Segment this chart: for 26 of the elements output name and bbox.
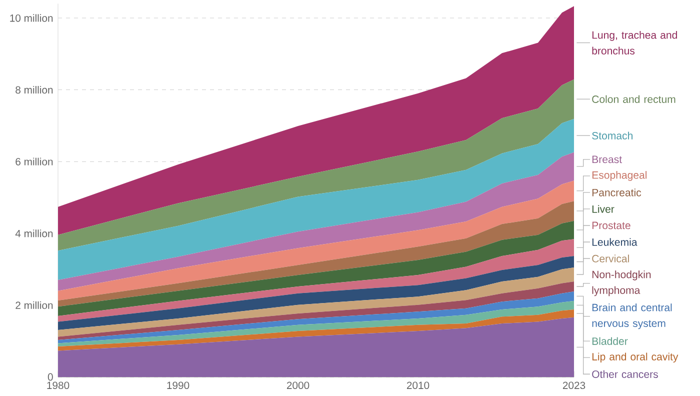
series-label: Prostate <box>592 222 630 230</box>
y-tick-label: 0 <box>48 373 53 381</box>
series-label: Stomach <box>592 132 632 140</box>
series-label: Other cancers <box>592 370 658 378</box>
series-label: Colon and rectum <box>592 95 676 103</box>
series-label: Cervical <box>592 254 629 262</box>
y-tick-label: 8 million <box>16 86 53 94</box>
series-label: Leukemia <box>592 238 638 246</box>
text: Bladder <box>592 337 628 345</box>
series-label: Pancreatic <box>592 188 642 196</box>
series-label: Brain and central nervous system <box>592 304 672 330</box>
y-tick-label: 6 million <box>16 158 53 166</box>
x-tick-label: 2010 <box>406 382 430 390</box>
x-tick-label: 2000 <box>286 382 310 390</box>
series-label: Non-hodgkin lymphoma <box>592 270 651 296</box>
y-tick-label: 2 million <box>16 301 53 310</box>
x-tick-label: 1990 <box>167 382 190 390</box>
series-label: Lung, trachea and bronchus <box>592 31 677 54</box>
x-tick-label: 1980 <box>47 382 70 390</box>
series-label: Breast <box>592 156 622 164</box>
series-label: Liver <box>592 205 614 213</box>
y-tick-label: 4 million <box>15 230 53 238</box>
text: Lip and oral cavity <box>592 352 678 363</box>
series-label: Esophageal <box>592 171 647 181</box>
x-tick-label: 2023 <box>562 382 586 390</box>
y-tick-label: 10 million <box>10 14 53 22</box>
